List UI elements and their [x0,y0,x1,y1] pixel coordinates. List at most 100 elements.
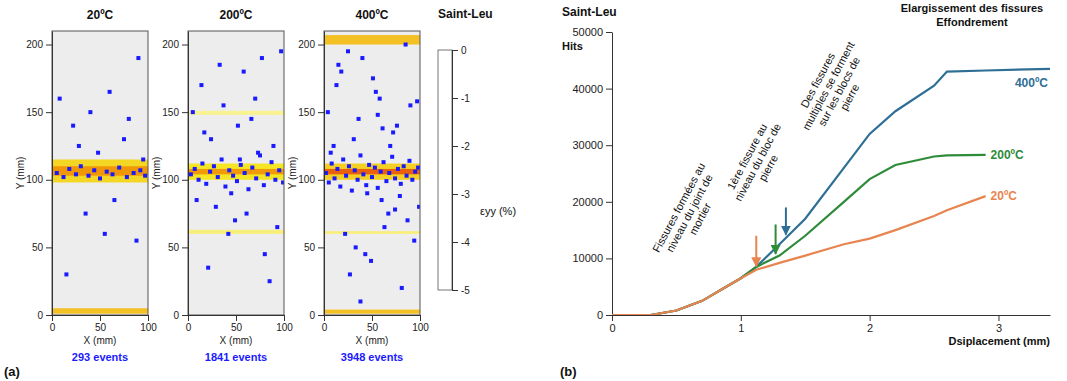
plot-frame [188,31,284,315]
tick-mark [100,315,101,321]
tick-mark [452,194,458,195]
event-point [189,172,193,176]
event-point [103,232,107,236]
tick: 30000 [572,139,612,151]
event-point [271,144,275,148]
figure: 05010005010015020020ºCX (mm)Y (mm)293 ev… [0,0,1067,381]
plot-area [52,56,148,314]
event-point [354,245,358,249]
tick-mark [998,315,999,321]
tick-mark [606,32,612,33]
event-point [391,130,395,134]
event-point [402,164,406,168]
event-point [353,168,357,172]
tick-label: 1 [738,322,744,334]
event-point [254,176,258,180]
tick: 0 [597,309,612,321]
event-point [405,174,409,178]
tick: 0 [609,315,615,334]
tick-mark [741,315,742,321]
tick-label: 50 [95,322,107,333]
tick: 100 [412,315,429,333]
tick-label: 50 [32,242,44,253]
tick-mark [452,50,458,51]
tick: 100 [298,174,324,185]
tick-label: -5 [461,285,470,296]
annotation-line: sur les blocs de [816,55,862,128]
event-point [371,76,375,80]
panel-title: 20ºC [87,8,114,22]
event-point [386,212,390,216]
plot-background [188,31,284,315]
event-point [138,168,142,172]
tick-label: 100 [298,174,315,185]
axis: 050100150200 [26,32,52,321]
event-point [64,272,68,276]
strain-band [324,310,420,314]
axis-line [188,32,189,316]
event-point [218,63,222,67]
tick-mark [318,112,324,113]
tick: 0 [452,45,467,56]
event-point [408,103,412,107]
tick-mark [452,290,458,291]
tick: -3 [452,189,470,200]
event-point [223,185,227,189]
event-point [334,83,338,87]
tick-mark [870,315,871,321]
tick: 50000 [572,26,612,38]
tick-label: 0 [50,322,56,333]
panel-title: 400ºC [355,8,388,22]
tick-label: 20000 [572,196,603,208]
event-point [330,162,334,166]
event-point [216,175,220,179]
tick: 200 [298,39,324,50]
event-point [358,153,362,157]
event-point [268,279,272,283]
event-point [229,191,233,195]
event-point [105,170,109,174]
event-point [396,167,400,171]
plot-area [324,35,420,314]
event-point [231,174,235,178]
chart-title: Saint-Leu [562,5,617,19]
event-point [141,157,145,161]
tick-label: 0 [37,310,43,321]
event-point [376,186,380,190]
event-point [195,198,199,202]
x-axis-title: X (mm) [356,335,389,346]
event-point [55,171,59,175]
event-point [339,70,343,74]
event-point [352,137,356,141]
y-axis-title: Hits [562,40,583,52]
tick-label: -3 [461,189,470,200]
event-point [227,168,231,172]
strain-band [188,230,284,234]
annotation-line: niveau du joint de [664,172,715,254]
event-point [262,183,266,187]
strain-band [52,308,148,313]
tick-mark [46,315,52,316]
event-point [67,167,71,171]
event-point [143,174,147,178]
event-point [79,164,83,168]
event-point [77,144,81,148]
event-point [416,166,420,170]
axis: 0123 [609,315,1050,334]
event-point [110,172,114,176]
event-point [399,182,403,186]
x-axis-title: X (mm) [220,335,253,346]
event-point [245,212,249,216]
series-label: 20ºC [991,189,1018,203]
event-point [404,43,408,47]
plot-frame [52,31,148,315]
x-axis-title: X (mm) [84,335,117,346]
tick: 150 [298,107,324,118]
tick-label: 50 [231,322,243,333]
tick-label: -1 [461,93,470,104]
event-point [58,97,62,101]
tick: 2 [867,315,873,334]
colorbar-scale [438,50,452,290]
tick-mark [46,180,52,181]
event-point [415,99,419,103]
